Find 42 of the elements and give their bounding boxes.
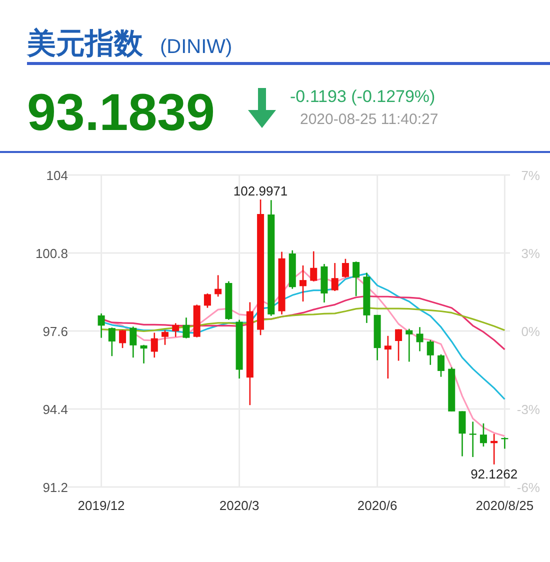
candlestick — [108, 326, 116, 357]
candlestick — [130, 326, 137, 358]
candlestick — [406, 328, 413, 362]
candlestick — [310, 250, 318, 282]
candlestick — [214, 274, 222, 298]
candlestick — [352, 260, 360, 297]
y-tick-label: 100.8 — [35, 246, 68, 261]
candlestick — [172, 322, 180, 338]
candlestick — [395, 328, 402, 362]
text: -0.1193 (-0.1279%) — [290, 87, 436, 106]
x-tick-label: 2020/8/25 — [476, 498, 534, 513]
candlestick — [162, 330, 168, 346]
candlestick — [384, 335, 392, 380]
candlestick — [438, 354, 444, 378]
candlestick — [331, 262, 338, 292]
x-tick-label: 2020/3 — [219, 498, 260, 513]
candlestick — [342, 258, 349, 278]
candlestick — [300, 264, 306, 302]
candlestick — [98, 312, 105, 338]
y-tick-label: 97.6 — [42, 324, 68, 339]
candlestick — [150, 332, 158, 358]
y-tick-label: 104 — [46, 168, 68, 183]
text: 93.1839 — [27, 84, 215, 142]
candlestick — [490, 433, 498, 466]
x-tick-label: 2020/6 — [357, 498, 398, 513]
candlestick — [204, 292, 211, 308]
annotation: 92.1262 — [470, 466, 518, 482]
candlestick — [182, 316, 190, 339]
annotation: 102.9971 — [233, 183, 288, 198]
x-tick-label: 2019/12 — [78, 498, 125, 513]
candlestick — [119, 329, 126, 349]
candlestick — [426, 339, 434, 366]
y-tick-label: 94.4 — [42, 402, 68, 417]
candlestick — [480, 422, 487, 448]
y-tick-label: 91.2 — [42, 480, 68, 495]
candlestick — [469, 421, 476, 458]
candlestick — [140, 344, 148, 364]
chart-subtitle: (DINIW) — [160, 36, 232, 58]
candlestick — [416, 326, 424, 352]
text: 2020-08-25 11:40:27 — [300, 111, 438, 128]
chart-title: 美元指数 — [26, 27, 144, 60]
candlestick — [458, 410, 466, 457]
